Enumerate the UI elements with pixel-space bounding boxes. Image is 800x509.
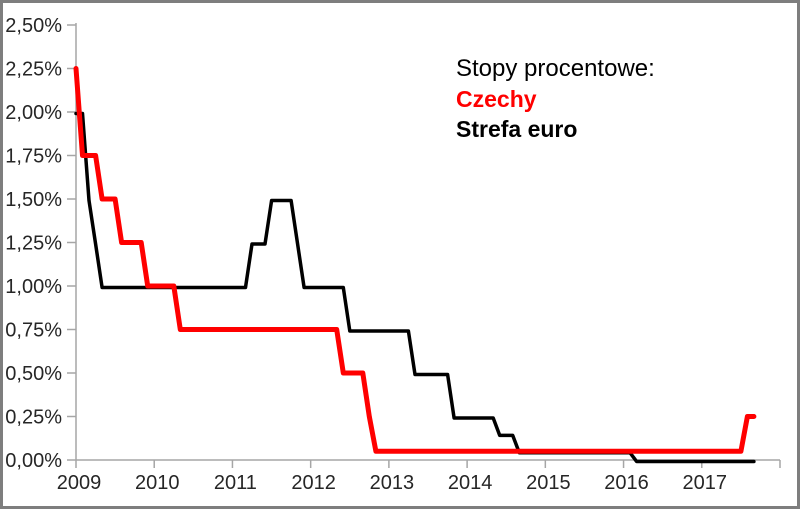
legend-title: Stopy procentowe: [456,55,655,82]
y-tick-label: 2,25% [5,59,62,81]
x-tick-label: 2016 [604,472,649,494]
y-tick-label: 0,50% [5,363,62,385]
x-tick-label: 2009 [57,472,102,494]
y-tick-label: 0,00% [5,450,62,472]
y-tick-label: 1,50% [5,189,62,211]
x-tick-label: 2010 [135,472,180,494]
y-tick-label: 1,25% [5,233,62,255]
legend-item-strefa-euro: Strefa euro [456,116,578,142]
y-tick-label: 0,75% [5,320,62,342]
x-tick-label: 2011 [214,472,257,494]
y-tick-label: 1,75% [5,146,62,168]
x-tick-label: 2017 [683,472,728,494]
series-line-czechy [73,66,757,454]
x-tick-label: 2013 [370,472,415,494]
legend-item-czechy: Czechy [456,86,537,112]
rate-chart: 0,00% 0,25% 0,50% 0,75% 1,00% 1,25% 1,50% 1,75%… [5,15,781,494]
y-tick-label: 0,25% [5,407,62,429]
x-tick-label: 2015 [526,472,571,494]
series-line-strefa-euro [74,111,756,464]
x-tick-label: 2012 [291,472,336,494]
y-tick-label: 2,00% [5,102,62,124]
y-tick-label: 2,50% [5,15,62,37]
x-tick-label: 2014 [448,472,493,494]
y-tick-label: 1,00% [5,276,62,298]
chart-legend: Stopy procentowe: Czechy Strefa euro [456,54,655,144]
